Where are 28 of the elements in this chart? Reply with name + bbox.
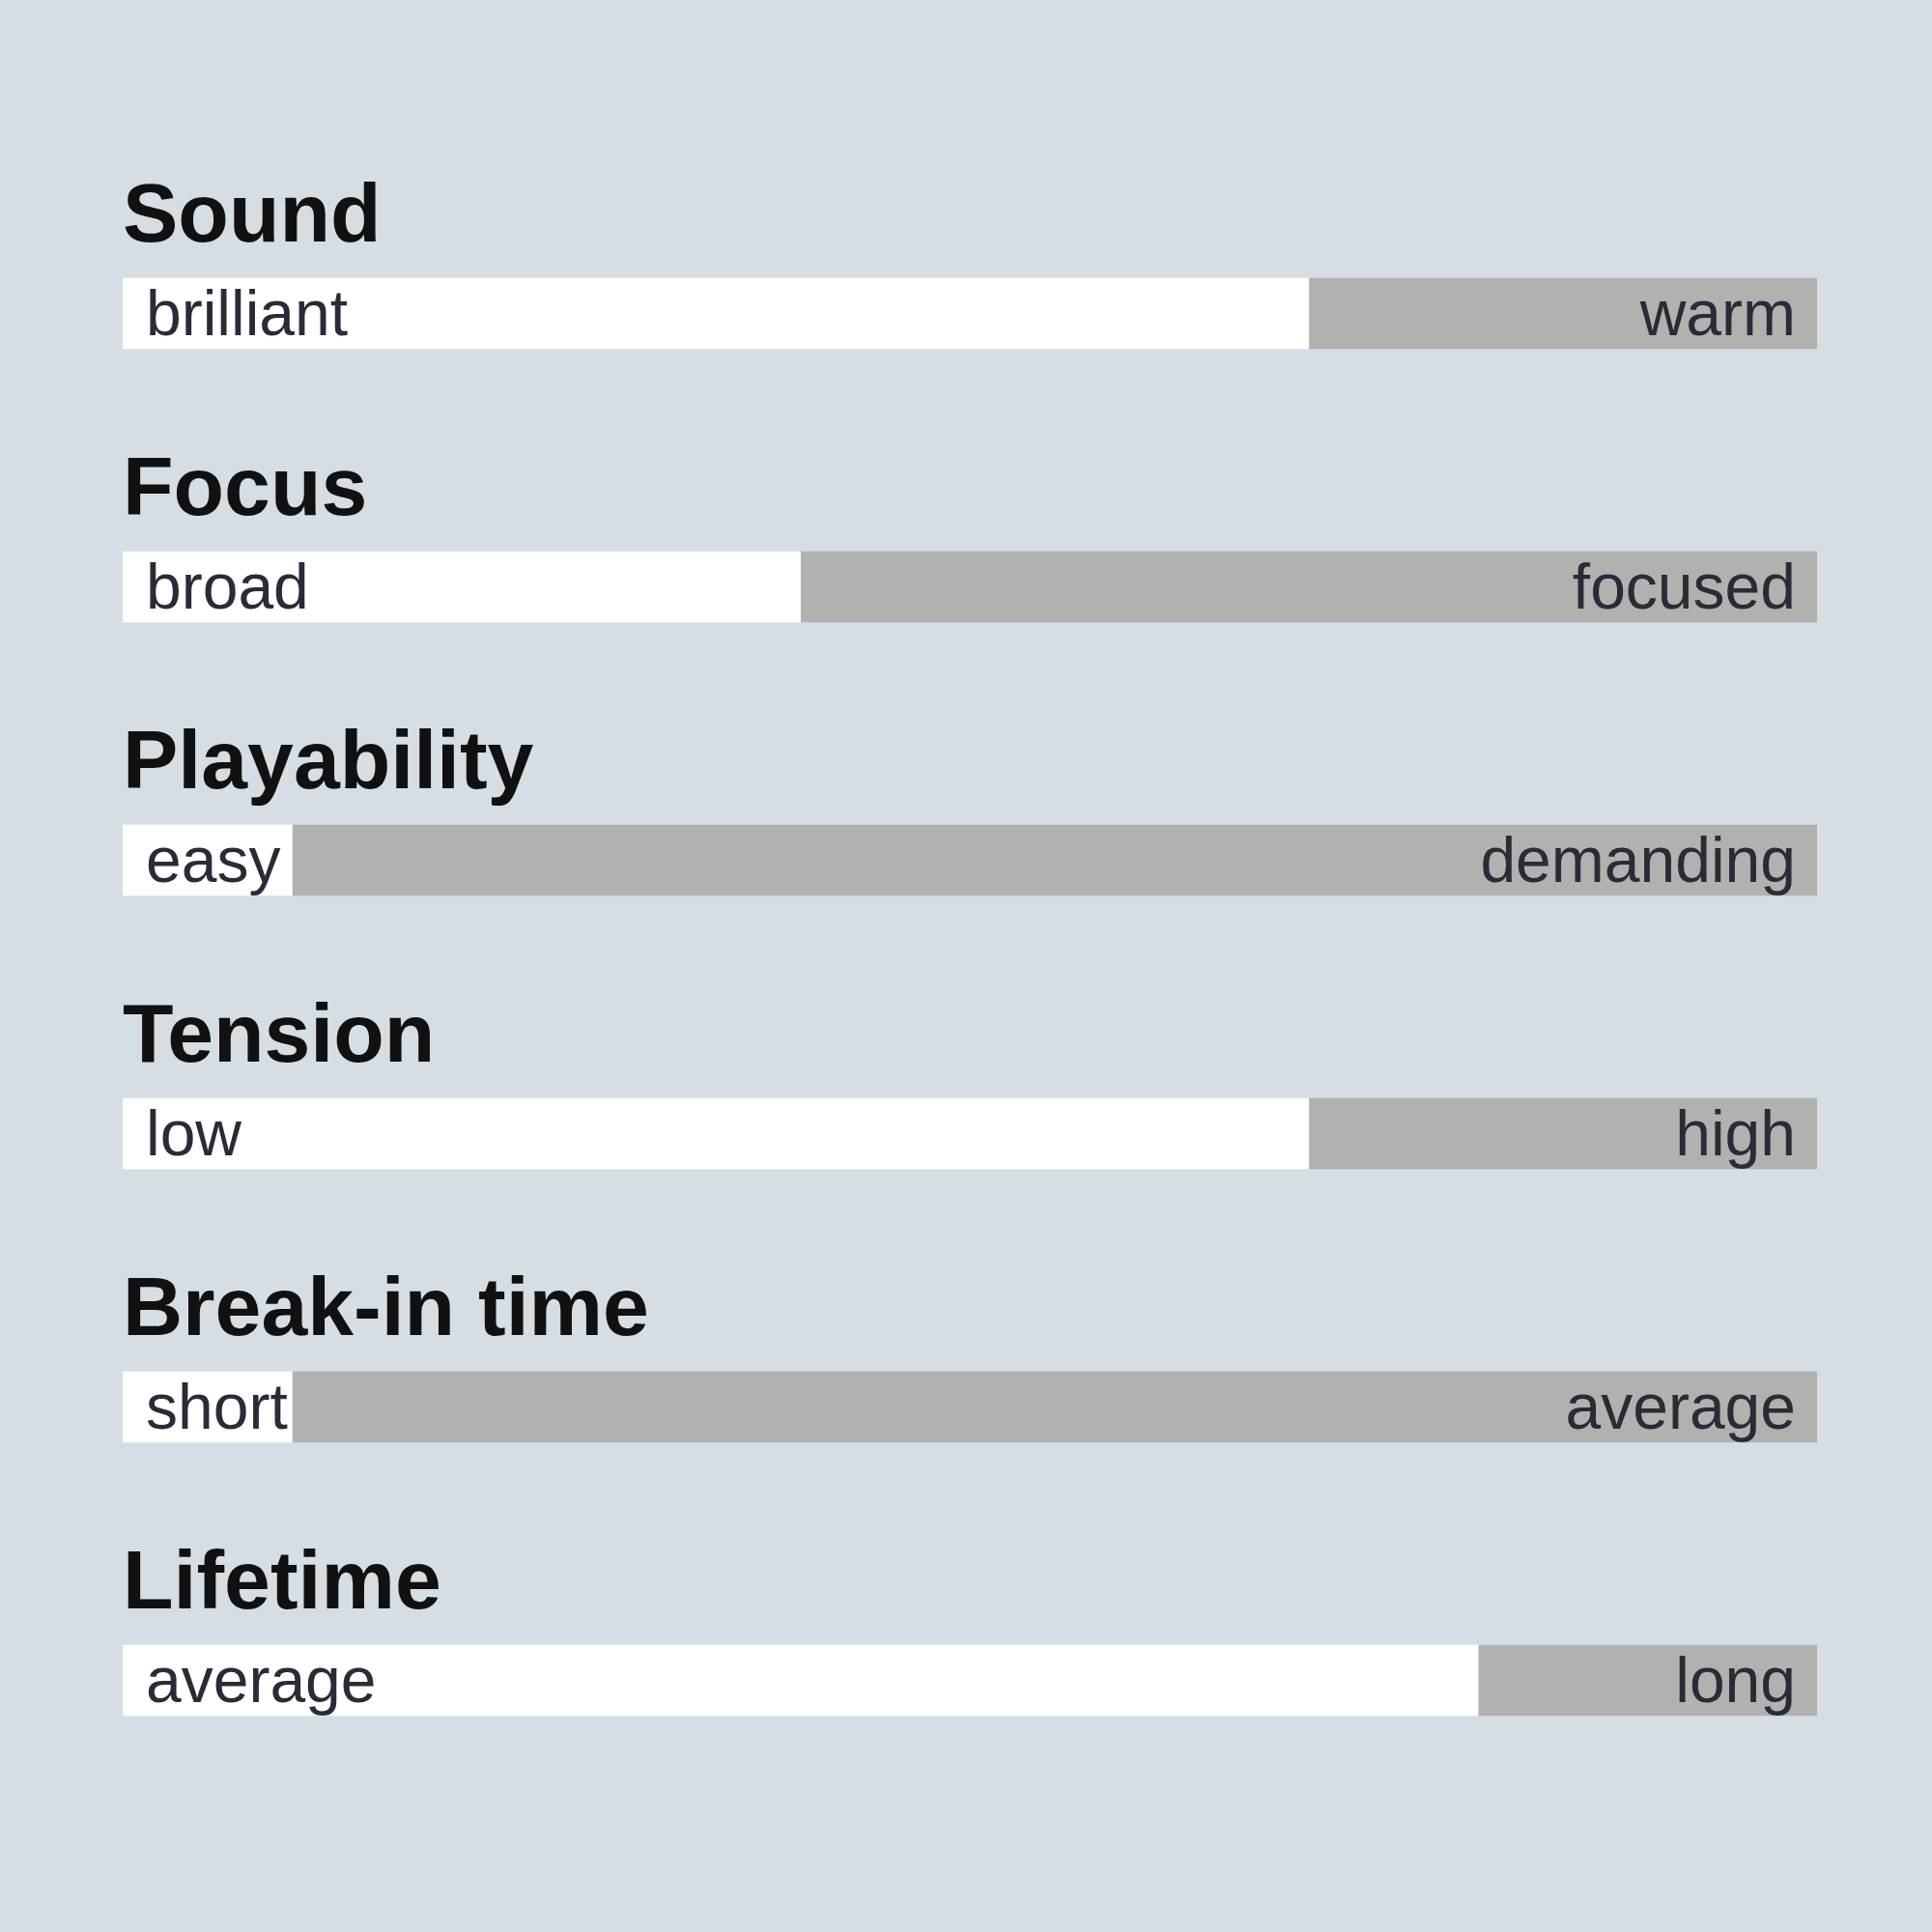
bar — [800, 551, 1817, 623]
bar — [1308, 277, 1817, 350]
annotation: average — [146, 1644, 377, 1716]
annotation: brilliant — [146, 277, 349, 349]
annotation: long — [1675, 1644, 1796, 1716]
bar — [123, 1097, 1310, 1170]
annotation: warm — [1638, 277, 1796, 349]
annotation: broad — [146, 551, 309, 622]
y-tick-label: Playability — [123, 713, 534, 806]
annotation: high — [1675, 1097, 1796, 1169]
annotation: demanding — [1480, 824, 1796, 895]
annotation: low — [146, 1097, 242, 1169]
bar — [123, 277, 1310, 350]
bar — [292, 1371, 1817, 1443]
y-tick-label: Focus — [123, 440, 368, 532]
bar — [1308, 1097, 1817, 1170]
y-tick-label: Break-in time — [123, 1260, 649, 1352]
y-tick-label: Tension — [123, 986, 436, 1079]
bar — [123, 1644, 1479, 1717]
bar — [292, 824, 1817, 896]
y-tick-label: Lifetime — [123, 1533, 441, 1626]
bar — [123, 551, 801, 623]
y-tick-label: Sound — [123, 166, 382, 259]
annotation: short — [146, 1371, 288, 1442]
annotation: average — [1565, 1371, 1796, 1442]
bar — [1477, 1644, 1817, 1717]
annotation: easy — [146, 824, 281, 895]
annotation: focused — [1572, 551, 1796, 622]
